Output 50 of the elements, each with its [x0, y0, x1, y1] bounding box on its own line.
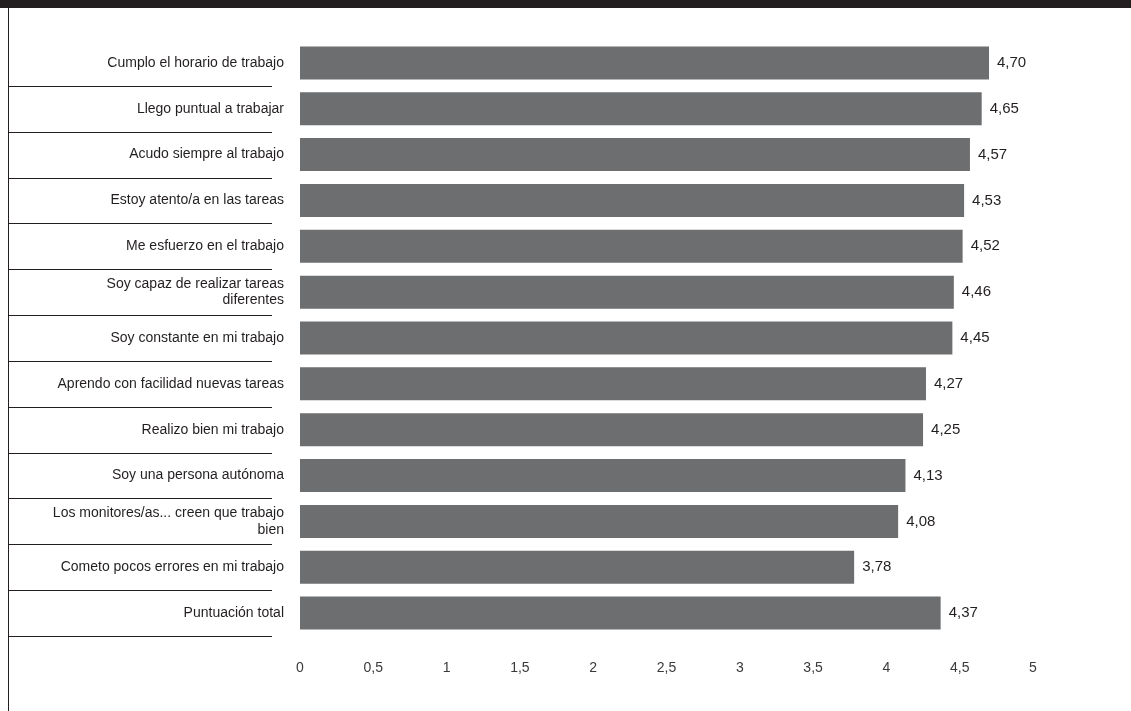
bar: [300, 504, 899, 538]
y-tick-label: Estoy atento/a en las tareas: [110, 191, 284, 208]
y-tick-label: Acudo siempre al trabajo: [129, 145, 285, 162]
x-tick-label: 2,5: [656, 659, 677, 676]
data-label: 4,65: [989, 98, 1019, 116]
data-label: 3,78: [862, 557, 892, 575]
data-label: 4,45: [960, 328, 990, 346]
x-tick-label: 4: [882, 659, 891, 676]
y-tick-label: Soy constante en mi trabajo: [110, 328, 285, 345]
data-label: 4,37: [948, 603, 978, 621]
y-tick-label: Aprendo con facilidad nuevas tareas: [57, 374, 284, 391]
bar: [300, 183, 965, 217]
data-label: 4,52: [970, 236, 1000, 254]
x-tick-label: 1,5: [510, 659, 530, 676]
y-tick-label: Puntuación total: [183, 603, 284, 620]
y-tick-label: Cometo pocos errores en mi trabajo: [60, 558, 285, 575]
y-tick-label: Los monitores/as... creen que trabajo bien: [52, 503, 285, 537]
data-label: 4,25: [931, 419, 961, 437]
data-label: 4,70: [997, 53, 1027, 71]
data-label: 4,08: [906, 511, 936, 529]
y-tick-label: Soy una persona autónoma: [111, 466, 285, 483]
bar: [300, 459, 906, 493]
bar: [300, 46, 990, 80]
x-tick-label: 2: [589, 659, 598, 676]
y-tick-label: Cumplo el horario de trabajo: [107, 53, 285, 70]
data-label: 4,46: [961, 282, 992, 300]
bar: [300, 596, 941, 630]
bar: [300, 321, 953, 355]
y-tick-label: Soy capaz de realizar tareas diferentes: [106, 274, 284, 308]
bar: [300, 413, 924, 447]
x-tick-label: 1: [442, 659, 451, 676]
data-label: 4,13: [913, 465, 943, 483]
y-tick-label: Me esfuerzo en el trabajo: [126, 237, 285, 254]
bar: [300, 229, 963, 263]
data-label: 4,57: [977, 144, 1008, 162]
bar: [300, 367, 926, 401]
bar: [300, 92, 982, 126]
x-tick-label: 0,5: [363, 659, 384, 676]
y-tick-label: Llego puntual a trabajar: [136, 99, 285, 116]
x-tick-label: 5: [1029, 659, 1038, 676]
bar: [300, 275, 954, 309]
y-tick-label: Realizo bien mi trabajo: [141, 420, 285, 437]
data-label: 4,53: [972, 190, 1002, 208]
bar: [300, 138, 970, 172]
data-label: 4,27: [933, 373, 964, 391]
x-tick-label: 0: [296, 659, 305, 676]
x-tick-label: 3: [735, 659, 744, 676]
x-tick-label: 4,5: [949, 659, 970, 676]
bar: [300, 550, 855, 584]
x-tick-label: 3,5: [803, 659, 824, 676]
